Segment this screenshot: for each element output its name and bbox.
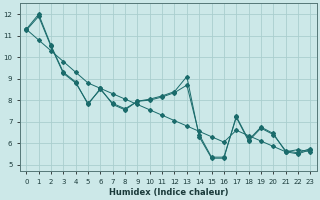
X-axis label: Humidex (Indice chaleur): Humidex (Indice chaleur) bbox=[108, 188, 228, 197]
